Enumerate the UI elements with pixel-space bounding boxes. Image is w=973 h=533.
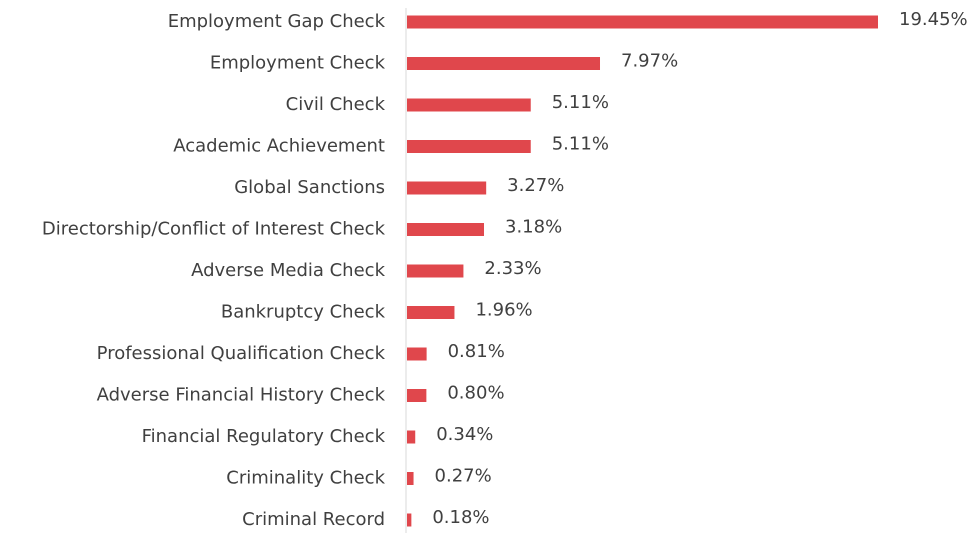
- category-label: Bankruptcy Check: [221, 302, 386, 323]
- category-label: Professional Qualification Check: [97, 343, 386, 364]
- bar: [407, 98, 531, 112]
- bar: [407, 57, 601, 70]
- value-label: 0.18%: [432, 507, 489, 528]
- value-label: 0.27%: [435, 466, 492, 487]
- category-label: Employment Check: [210, 53, 386, 74]
- bar: [407, 140, 531, 153]
- bar: [407, 264, 464, 278]
- value-label: 3.27%: [507, 175, 564, 196]
- value-label: 0.34%: [436, 424, 493, 445]
- bar: [407, 181, 487, 195]
- category-label: Civil Check: [286, 94, 386, 115]
- category-label: Criminality Check: [226, 468, 385, 489]
- bar: [407, 430, 416, 444]
- value-label: 19.45%: [899, 9, 968, 30]
- bar: [407, 513, 412, 527]
- value-label: 5.11%: [552, 92, 609, 113]
- value-label: 0.80%: [447, 383, 504, 404]
- value-label: 2.33%: [484, 258, 541, 279]
- bar: [407, 306, 455, 319]
- bar: [407, 223, 485, 236]
- bar: [407, 389, 427, 402]
- value-label: 0.81%: [448, 341, 505, 362]
- bar: [407, 347, 427, 361]
- value-label: 3.18%: [505, 217, 562, 238]
- category-label: Directorship/Conflict of Interest Check: [42, 219, 386, 240]
- bar: [407, 472, 414, 485]
- category-label: Financial Regulatory Check: [142, 426, 386, 447]
- value-label: 1.96%: [475, 300, 532, 321]
- category-label: Adverse Media Check: [191, 260, 385, 281]
- value-label: 7.97%: [621, 51, 678, 72]
- value-label: 5.11%: [552, 134, 609, 155]
- category-label: Criminal Record: [242, 509, 385, 530]
- category-label: Adverse Financial History Check: [97, 385, 386, 406]
- category-label: Global Sanctions: [234, 177, 385, 198]
- category-label: Academic Achievement: [173, 136, 385, 157]
- bar: [407, 15, 878, 29]
- category-label: Employment Gap Check: [168, 11, 386, 32]
